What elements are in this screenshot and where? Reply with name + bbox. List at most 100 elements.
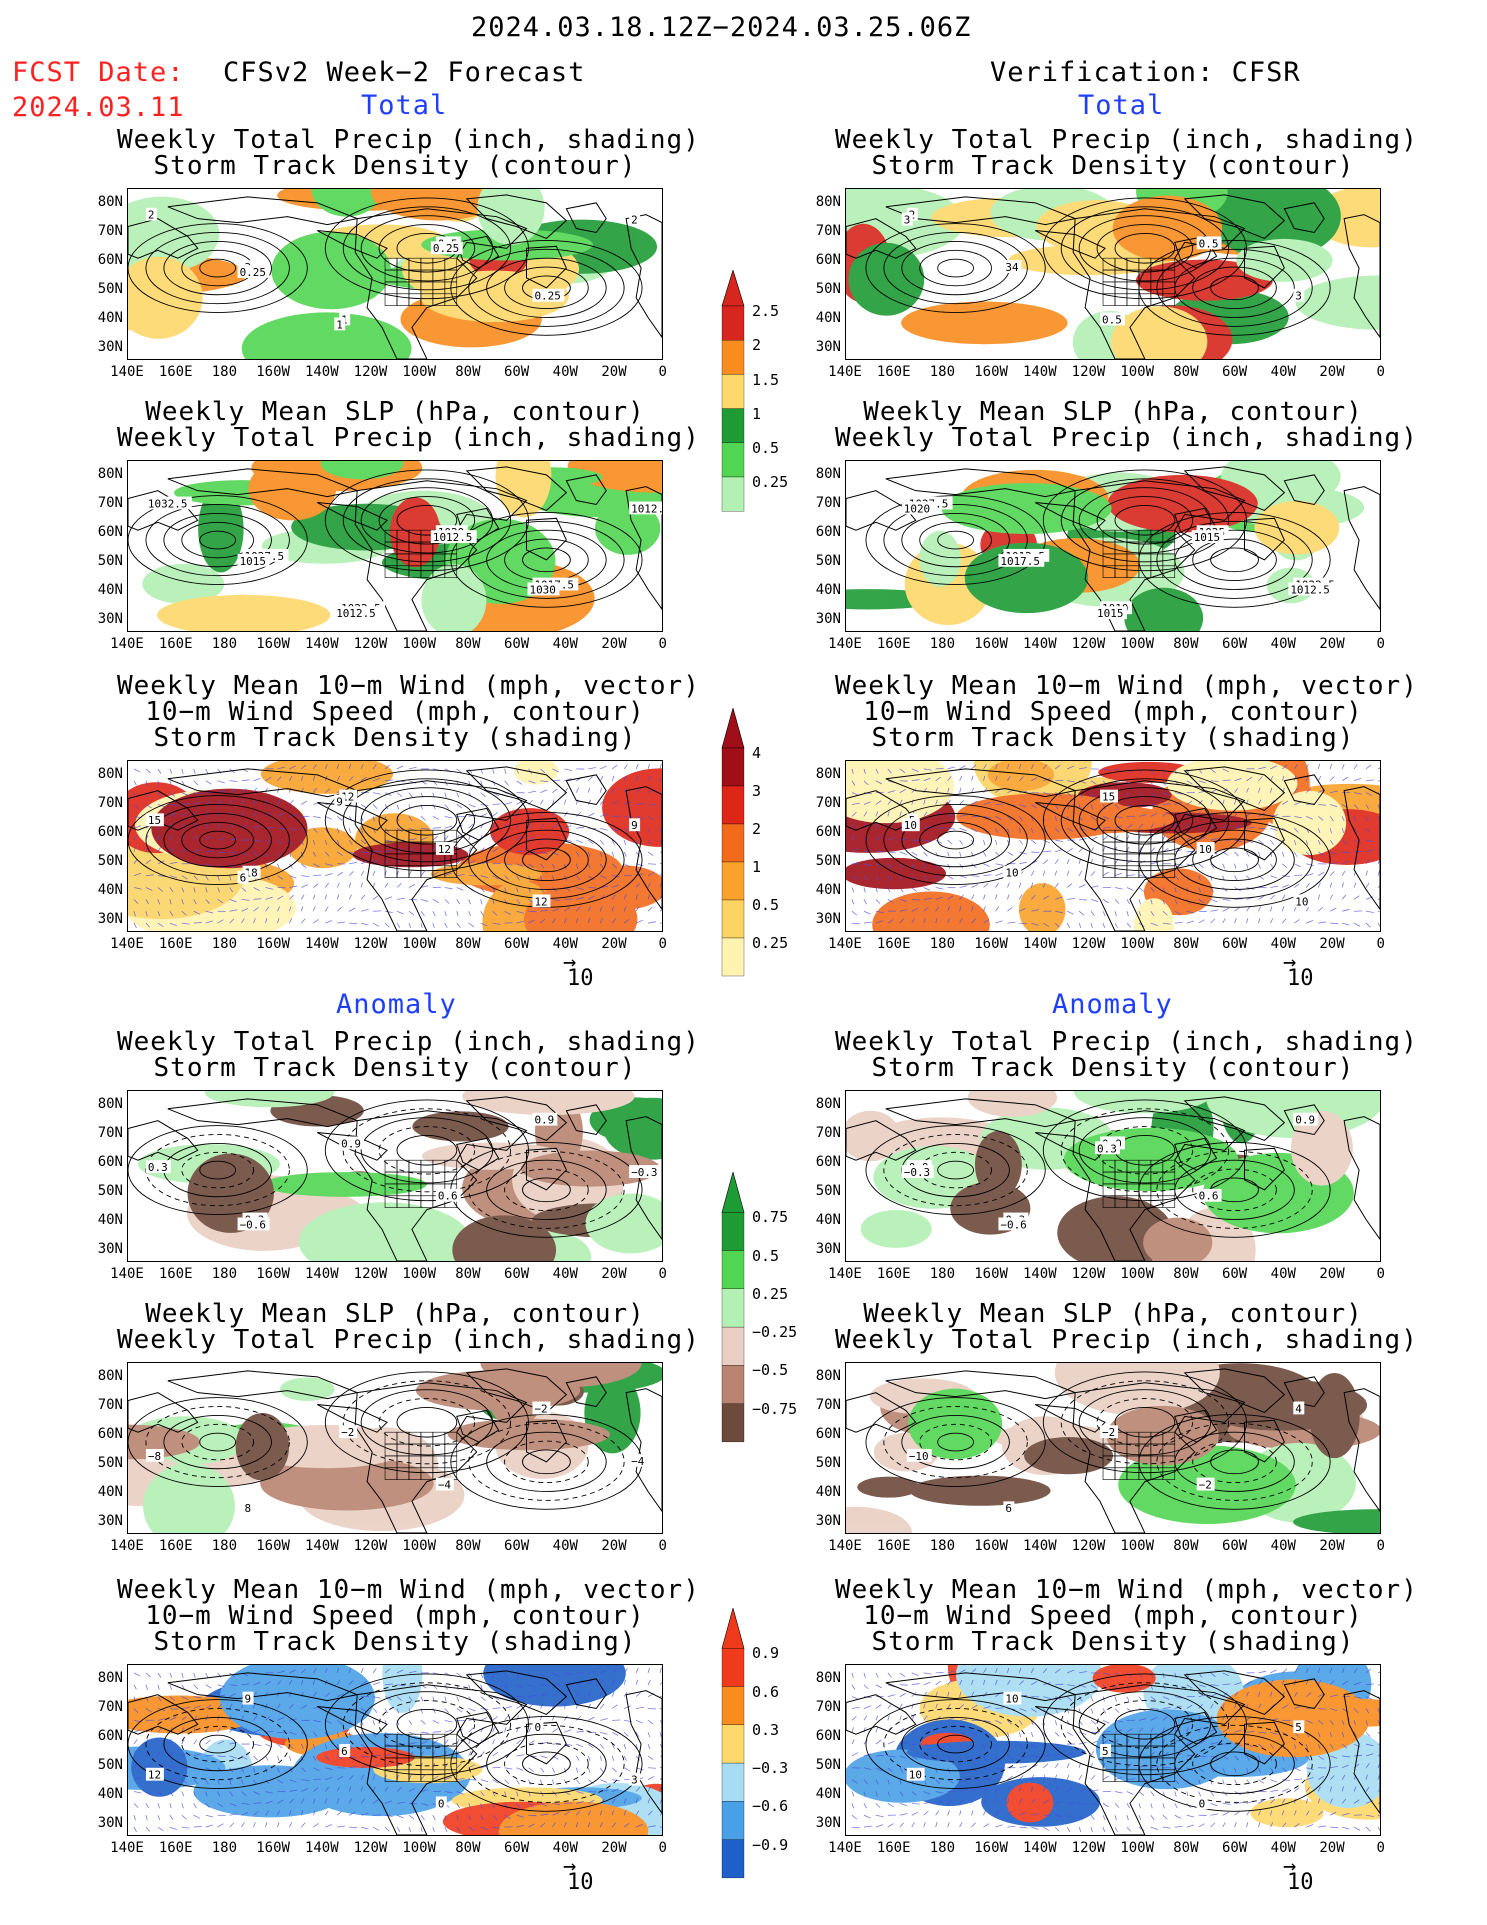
panel-p3l-lon-label: 20W (601, 936, 627, 952)
panel-p1r-coastlines (846, 194, 1380, 359)
panel-p2r-contour-label: 1017.5 (1000, 555, 1040, 568)
panel-p4r-title-line-2: Storm Track Density (contour) (871, 1053, 1355, 1083)
panel-p2l-shade-15 (389, 497, 441, 568)
panel-p3l-lat-label: 70N (97, 795, 123, 811)
panel-p5l-lon-label: 0 (658, 1538, 667, 1554)
precip-anomaly-colorbar-label: −0.25 (752, 1323, 798, 1342)
panel-p6l-lat-label: 30N (97, 1815, 123, 1831)
panel-p5l-lon-label: 60W (503, 1538, 530, 1554)
panel-p3l-shade-15 (288, 827, 358, 869)
panel-p3l-shade-18 (579, 865, 662, 910)
panel-p2r-shade-21 (1254, 500, 1340, 555)
panel-p2l-contour (468, 520, 625, 599)
panel-p1r-map-svg: 2340.50.533 (846, 189, 1380, 359)
panel-p4l-coastline (456, 1137, 500, 1171)
panel-p1r-contour-label: 34 (1005, 261, 1019, 274)
panel-p4l-lon-label: 80W (455, 1266, 481, 1282)
panel-p2r-coastline (1072, 480, 1246, 631)
panel-p3l-lat-label: 40N (97, 882, 123, 898)
panel-p4r-coastline (1283, 1104, 1325, 1136)
panel-p2l-coastline (317, 502, 388, 531)
panel-p4r-lon-label: 20W (1319, 1266, 1345, 1282)
panel-p6l-contour-label: 0 (438, 1797, 445, 1810)
panel-p1l-coastline (317, 230, 388, 259)
panel-p1r-state-border (1114, 293, 1128, 306)
panel-p3r-contour (937, 830, 974, 850)
storm-anomaly-colorbar-segment (721, 1839, 745, 1879)
panel-p6r-lon-label: 180 (929, 1840, 956, 1856)
panel-p1r-contour (1060, 206, 1230, 291)
panel-p1r-contour-label: 0.5 (1199, 237, 1219, 250)
panel-p3r-coastline (1244, 817, 1285, 861)
panel-p4r-lon-label: 40W (1270, 1266, 1296, 1282)
panel-p5r-shade-21 (1309, 1372, 1360, 1459)
panel-p6r-shade-19 (906, 1740, 1086, 1764)
panel-p1l-lat-label: 80N (97, 194, 123, 210)
panel-p1r-lon-label: 140W (1022, 364, 1057, 380)
panel-p1l-coastline (565, 202, 607, 234)
panel-p1l-contour-label: 1 (336, 318, 343, 331)
panel-p2r-state-border (1162, 565, 1176, 578)
panel-p4l-title-line-2: Storm Track Density (contour) (153, 1053, 637, 1083)
panel-p5r-lon-label: 60W (1221, 1538, 1248, 1554)
panel-p1r-coastline (1283, 202, 1325, 234)
panel-p4l-contour-label: 0.3 (148, 1161, 168, 1174)
panel-p2l-contour (145, 504, 290, 577)
panel-p1r-lat-label: 70N (815, 223, 841, 239)
panel-p2r-map-svg: 1027.51012.5101010251022.510201017.51015… (846, 461, 1380, 631)
storm-total-colorbar-segment (721, 823, 745, 863)
panel-p1r-contour (1210, 275, 1259, 301)
panel-p5l-contour (181, 1423, 254, 1461)
panel-p1l-lon-label: 140W (304, 364, 339, 380)
panel-p4l-lat-label: 70N (97, 1125, 123, 1141)
panel-p5l-lon-label: 120W (353, 1538, 388, 1554)
panel-p4l-lon-label: 140E (110, 1266, 144, 1282)
panel-p4r-shade-14 (1073, 1091, 1215, 1114)
panel-p1r-shade-8 (848, 242, 925, 316)
storm-total-colorbar-top-cap (721, 708, 745, 749)
panel-p6l-contours (128, 1673, 643, 1812)
panel-p4l-lon-label: 140W (304, 1266, 339, 1282)
precip-total-colorbar-top-cap (721, 270, 745, 307)
panel-p2r-coastline (1183, 466, 1286, 511)
panel-p6l-state-border (444, 1733, 458, 1747)
panel-p6l-contour-label: 3 (631, 1774, 638, 1787)
precip-total-colorbar-segment (721, 374, 745, 409)
panel-p3r-contour (1060, 778, 1230, 863)
panel-p3r-coastline (1183, 766, 1286, 811)
panel-p1l-shade-20 (420, 270, 569, 323)
panel-p2r-contour (865, 495, 1046, 585)
panel-p4l-lon-label: 180 (211, 1266, 238, 1282)
panel-p1l-shade-19 (128, 256, 203, 339)
panel-p4l-lon-label: 40W (552, 1266, 578, 1282)
panel-p2l-map: 1032.51027.51022.510201017.51012.5101510… (127, 460, 663, 632)
panel-p6r-contour (1078, 1691, 1212, 1758)
panel-p6l-contour (504, 1742, 589, 1786)
panel-p1r-contour (919, 249, 992, 287)
panel-p1r-contour-label: 3 (1295, 290, 1302, 303)
panel-p5r-coastline (846, 1392, 917, 1433)
panel-p4r-contour (1060, 1108, 1230, 1193)
panel-p6r-map: 10 10 5 0 5 (845, 1664, 1381, 1836)
panel-p4r-state-border (1162, 1195, 1176, 1208)
panel-p2l-lon-label: 0 (658, 636, 667, 652)
panel-p6l-contour (486, 1733, 607, 1794)
panel-p1r-shade-21 (1236, 238, 1333, 282)
storm-anomaly-colorbar (718, 1608, 748, 1890)
panel-p4r-contour (901, 1142, 1010, 1198)
panel-p4r-lat-label: 70N (815, 1125, 841, 1141)
panel-p6r-coastlines (846, 1670, 1380, 1835)
panel-p1r-lat-label: 30N (815, 339, 841, 355)
panel-p2l-contour-label: 1012.5 (433, 531, 473, 544)
panel-p5l-lat-label: 70N (97, 1397, 123, 1413)
panel-p3l-lon-label: 180 (211, 936, 238, 952)
panel-p4r-lon-label: 120W (1071, 1266, 1106, 1282)
panel-p6l-contour (396, 1709, 458, 1740)
panel-p1l-contour (199, 258, 237, 278)
panel-p1r-shade-19 (1112, 195, 1223, 262)
storm-anomaly-colorbar-label: 0.6 (752, 1682, 780, 1701)
panel-p4r-lat-label: 50N (815, 1183, 841, 1199)
panel-p5r-contour-label: −10 (909, 1450, 929, 1463)
panel-p1r-coastline (1072, 208, 1246, 359)
